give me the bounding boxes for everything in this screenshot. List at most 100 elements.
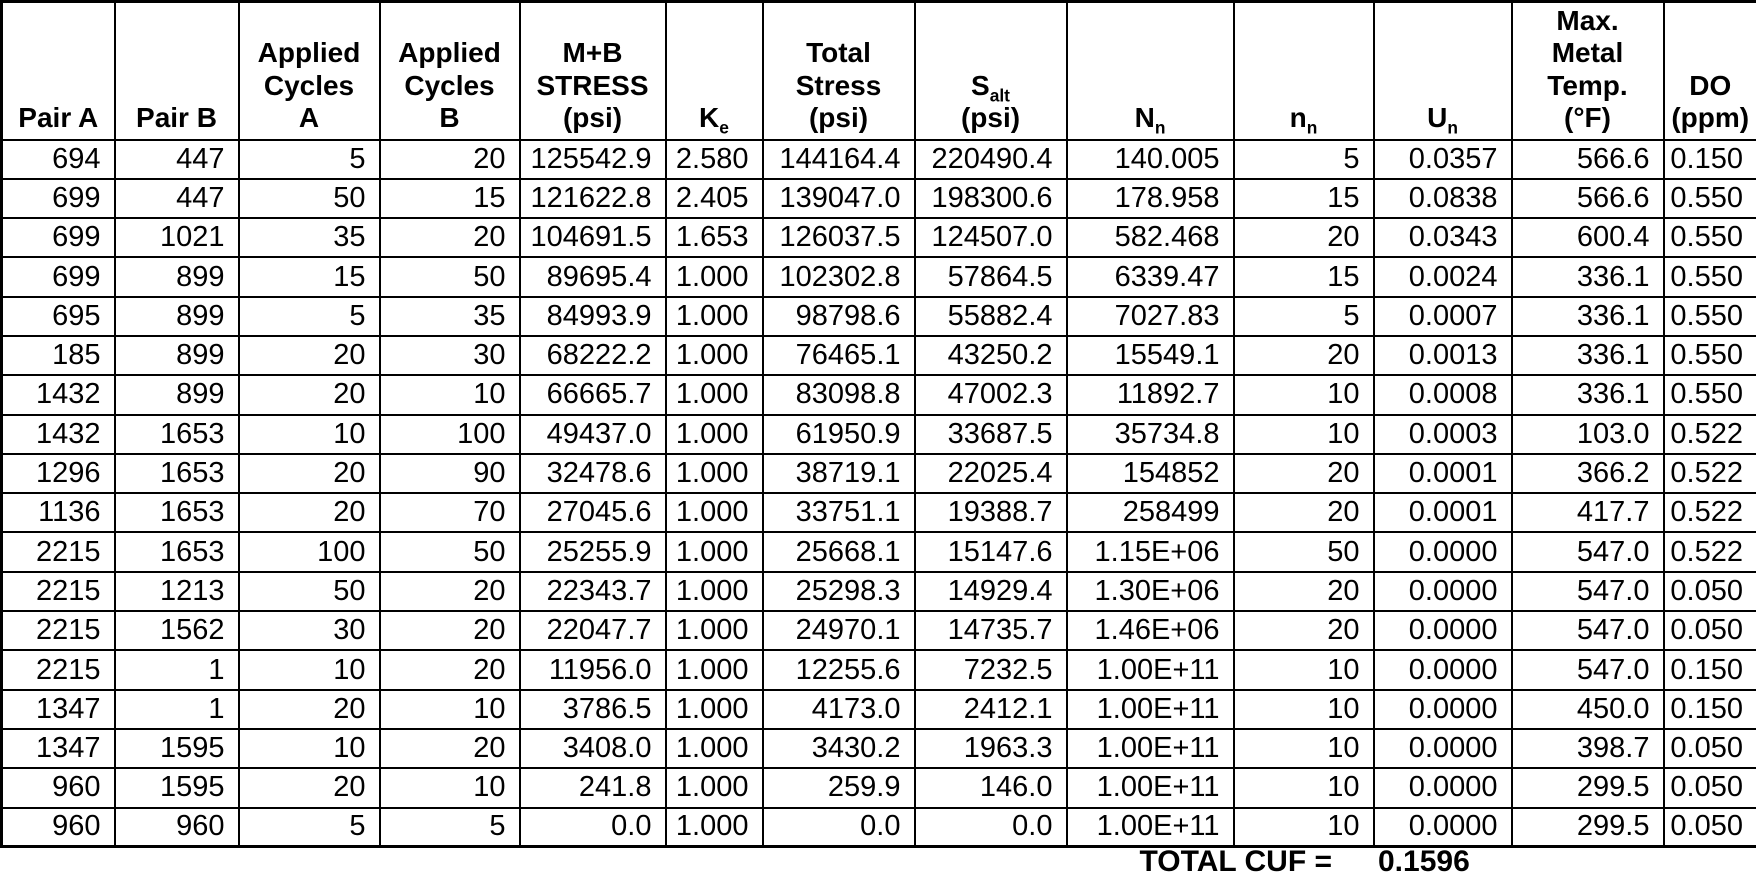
cell-total-stress: 24970.1 bbox=[761, 610, 916, 652]
cell-u-n: 0.0003 bbox=[1372, 413, 1513, 455]
cell-applied-cycles-b: 20 bbox=[378, 217, 521, 259]
cell-n-applied: 10 bbox=[1232, 767, 1375, 809]
cell-max-metal-temp: 547.0 bbox=[1510, 610, 1665, 652]
cell-n-allowable: 6339.47 bbox=[1065, 256, 1235, 298]
cell-applied-cycles-b: 20 bbox=[378, 570, 521, 613]
cell-mb-stress: 104691.5 bbox=[518, 217, 667, 259]
cell-n-allowable: 1.30E+06 bbox=[1065, 570, 1235, 613]
cell-ke: 1.000 bbox=[664, 727, 764, 770]
cell-s-alt: 55882.4 bbox=[913, 295, 1068, 337]
cell-n-applied: 20 bbox=[1232, 492, 1375, 534]
cell-u-n: 0.0838 bbox=[1372, 177, 1513, 220]
cell-pair-a: 2215 bbox=[0, 531, 116, 573]
cell-total-stress: 259.9 bbox=[761, 767, 916, 809]
cell-n-allowable: 154852 bbox=[1065, 452, 1235, 495]
cell-pair-a: 1296 bbox=[0, 452, 116, 495]
cell-n-applied: 10 bbox=[1232, 374, 1375, 416]
cell-s-alt: 43250.2 bbox=[913, 334, 1068, 377]
cell-max-metal-temp: 336.1 bbox=[1510, 256, 1665, 298]
cell-ke: 1.000 bbox=[664, 452, 764, 495]
cell-max-metal-temp: 566.6 bbox=[1510, 138, 1665, 180]
table-row: 2215 1562 30 20 22047.7 1.000 24970.1 14735.7 1.… bbox=[0, 610, 1756, 652]
cell-ke: 1.000 bbox=[664, 334, 764, 377]
cell-s-alt: 47002.3 bbox=[913, 374, 1068, 416]
cell-mb-stress: 3786.5 bbox=[518, 688, 667, 730]
cell-pair-a: 694 bbox=[0, 138, 116, 180]
cell-applied-cycles-b: 35 bbox=[378, 295, 521, 337]
cell-pair-b: 1653 bbox=[113, 531, 240, 573]
table-row: 2215 1213 50 20 22343.7 1.000 25298.3 14929.4 1.… bbox=[0, 570, 1756, 613]
cell-ke: 1.000 bbox=[664, 688, 764, 730]
cell-pair-a: 2215 bbox=[0, 610, 116, 652]
cell-pair-b: 1562 bbox=[113, 610, 240, 652]
cell-pair-b: 899 bbox=[113, 295, 240, 337]
cell-u-n: 0.0001 bbox=[1372, 492, 1513, 534]
cell-n-applied: 20 bbox=[1232, 217, 1375, 259]
cell-mb-stress: 0.0 bbox=[518, 806, 667, 848]
cell-applied-cycles-b: 20 bbox=[378, 649, 521, 691]
cell-applied-cycles-a: 10 bbox=[237, 727, 381, 770]
cell-u-n: 0.0007 bbox=[1372, 295, 1513, 337]
cell-u-n: 0.0000 bbox=[1372, 727, 1513, 770]
cell-n-applied: 5 bbox=[1232, 295, 1375, 337]
cell-u-n: 0.0000 bbox=[1372, 610, 1513, 652]
cell-pair-b: 447 bbox=[113, 177, 240, 220]
cell-u-n: 0.0000 bbox=[1372, 688, 1513, 730]
cell-applied-cycles-b: 10 bbox=[378, 767, 521, 809]
cell-mb-stress: 68222.2 bbox=[518, 334, 667, 377]
cell-applied-cycles-a: 20 bbox=[237, 688, 381, 730]
cell-applied-cycles-b: 20 bbox=[378, 727, 521, 770]
column-header-do-ppm: DO (ppm) bbox=[1662, 0, 1756, 141]
cell-pair-a: 1432 bbox=[0, 374, 116, 416]
cell-u-n: 0.0024 bbox=[1372, 256, 1513, 298]
cell-do-ppm: 0.050 bbox=[1662, 767, 1756, 809]
cell-n-allowable: 15549.1 bbox=[1065, 334, 1235, 377]
cell-do-ppm: 0.522 bbox=[1662, 452, 1756, 495]
cell-max-metal-temp: 566.6 bbox=[1510, 177, 1665, 220]
cell-pair-a: 960 bbox=[0, 806, 116, 848]
cell-u-n: 0.0343 bbox=[1372, 217, 1513, 259]
cell-total-stress: 3430.2 bbox=[761, 727, 916, 770]
table-row: 2215 1653 100 50 25255.9 1.000 25668.1 15147.6 1… bbox=[0, 531, 1756, 573]
cell-pair-a: 695 bbox=[0, 295, 116, 337]
cell-total-stress: 126037.5 bbox=[761, 217, 916, 259]
cell-ke: 1.000 bbox=[664, 531, 764, 573]
cell-ke: 1.000 bbox=[664, 806, 764, 848]
cell-pair-a: 699 bbox=[0, 177, 116, 220]
cell-max-metal-temp: 103.0 bbox=[1510, 413, 1665, 455]
cell-s-alt: 33687.5 bbox=[913, 413, 1068, 455]
cell-n-applied: 10 bbox=[1232, 688, 1375, 730]
cell-applied-cycles-a: 20 bbox=[237, 334, 381, 377]
cell-u-n: 0.0000 bbox=[1372, 649, 1513, 691]
cell-s-alt: 1963.3 bbox=[913, 727, 1068, 770]
cell-n-allowable: 1.00E+11 bbox=[1065, 806, 1235, 848]
cell-ke: 2.405 bbox=[664, 177, 764, 220]
cell-applied-cycles-b: 90 bbox=[378, 452, 521, 495]
cell-s-alt: 15147.6 bbox=[913, 531, 1068, 573]
cell-s-alt: 146.0 bbox=[913, 767, 1068, 809]
column-header-ke: Ke bbox=[664, 0, 764, 141]
cell-pair-b: 447 bbox=[113, 138, 240, 180]
cell-pair-b: 1595 bbox=[113, 727, 240, 770]
column-header-applied-cycles-a: Applied Cycles A bbox=[237, 0, 381, 141]
cell-s-alt: 14735.7 bbox=[913, 610, 1068, 652]
table-body: 694 447 5 20 125542.9 2.580 144164.4 220490.4 14… bbox=[0, 138, 1756, 848]
cell-u-n: 0.0000 bbox=[1372, 531, 1513, 573]
cell-n-allowable: 582.468 bbox=[1065, 217, 1235, 259]
cell-n-applied: 10 bbox=[1232, 413, 1375, 455]
cell-max-metal-temp: 336.1 bbox=[1510, 374, 1665, 416]
cell-ke: 1.000 bbox=[664, 767, 764, 809]
total-cuf-label: TOTAL CUF = bbox=[1139, 844, 1332, 878]
cell-applied-cycles-a: 20 bbox=[237, 374, 381, 416]
cell-mb-stress: 84993.9 bbox=[518, 295, 667, 337]
cell-n-allowable: 11892.7 bbox=[1065, 374, 1235, 416]
cell-n-allowable: 1.00E+11 bbox=[1065, 688, 1235, 730]
cell-do-ppm: 0.050 bbox=[1662, 806, 1756, 848]
cell-n-applied: 15 bbox=[1232, 177, 1375, 220]
cell-total-stress: 38719.1 bbox=[761, 452, 916, 495]
cell-ke: 1.000 bbox=[664, 610, 764, 652]
cell-applied-cycles-b: 10 bbox=[378, 688, 521, 730]
table-row: 1347 1 20 10 3786.5 1.000 4173.0 2412.1 1.00E+11… bbox=[0, 688, 1756, 730]
cell-s-alt: 57864.5 bbox=[913, 256, 1068, 298]
cell-u-n: 0.0008 bbox=[1372, 374, 1513, 416]
